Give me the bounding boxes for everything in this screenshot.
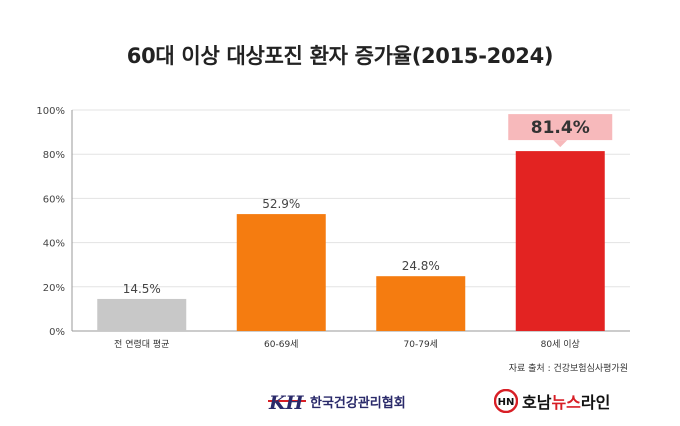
chart-title: 60대 이상 대상포진 환자 증가율(2015-2024): [126, 44, 554, 68]
bar: [236, 214, 326, 331]
y-tick-label: 60%: [43, 194, 65, 205]
kh-mark-text: KH: [268, 392, 305, 412]
bar: [515, 151, 605, 331]
x-tick-label: 80세 이상: [541, 339, 580, 350]
bar-value-label: 24.8%: [402, 259, 440, 273]
bar-value-label: 81.4%: [531, 118, 590, 138]
x-tick-label: 70-79세: [404, 339, 438, 350]
association-name: 한국건강관리협회: [310, 395, 406, 411]
hn-mark-text: HN: [498, 397, 515, 408]
y-tick-label: 100%: [36, 106, 65, 117]
bar-value-label: 52.9%: [262, 197, 300, 211]
y-tick-label: 20%: [43, 283, 65, 294]
association-logo: KH 한국건강관리협회: [268, 389, 406, 413]
y-tick-label: 80%: [43, 150, 65, 161]
source-note: 자료 출처 : 건강보험심사평가원: [508, 364, 628, 374]
news-logo: HN 호남뉴스라인: [494, 388, 610, 414]
y-tick-label: 40%: [43, 239, 65, 250]
bar: [97, 298, 187, 331]
highlight-label-box: [508, 114, 613, 141]
bar-value-label: 14.5%: [123, 282, 161, 296]
highlight-label-pointer: [553, 140, 568, 148]
y-tick-label: 0%: [49, 327, 65, 338]
hn-logo-icon: HN: [494, 389, 518, 413]
bar: [376, 276, 466, 331]
kh-logo-icon: KH: [268, 392, 306, 412]
x-tick-label: 60-69세: [264, 339, 298, 350]
x-tick-label: 전 연령대 평균: [114, 338, 169, 350]
news-name: 호남뉴스라인: [522, 393, 611, 412]
